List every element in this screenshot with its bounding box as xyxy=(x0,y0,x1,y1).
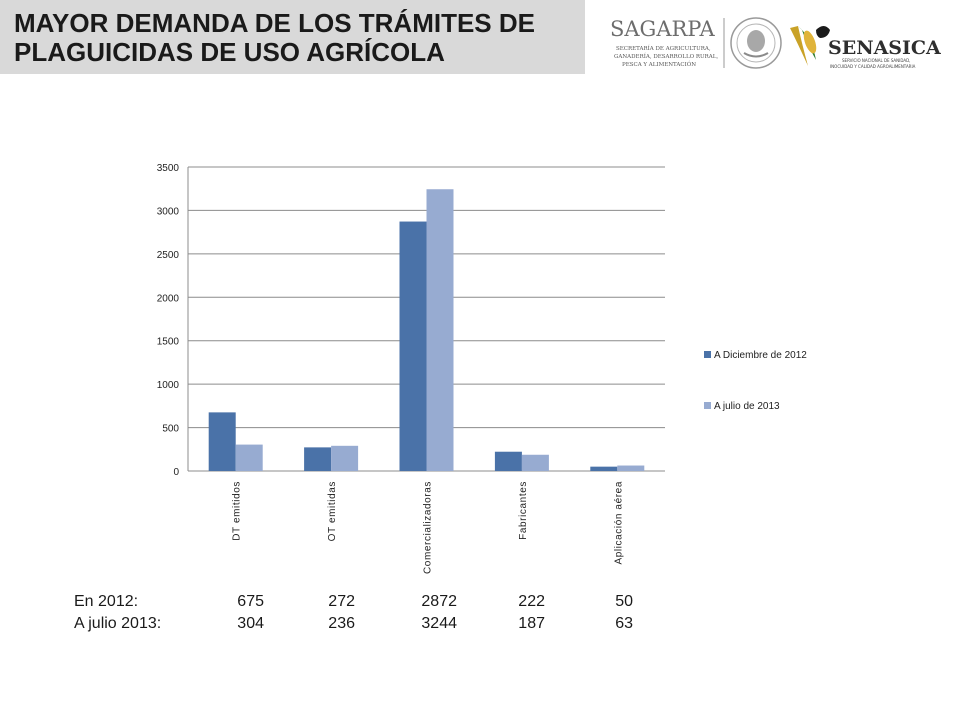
y-tick-label: 3500 xyxy=(157,163,180,174)
legend-swatch xyxy=(704,402,711,409)
bar-2013 xyxy=(521,454,549,471)
y-tick-label: 1000 xyxy=(157,380,180,391)
y-tick-label: 3000 xyxy=(157,206,180,217)
legend-label: A Diciembre de 2012 xyxy=(714,350,807,361)
summary-label: En 2012: xyxy=(74,593,139,610)
x-tick-label: OT emitidas xyxy=(327,481,338,541)
legend-swatch xyxy=(704,351,711,358)
x-tick-label: Aplicación aérea xyxy=(613,481,624,565)
mexico-seal-icon xyxy=(730,17,782,69)
summary-value: 63 xyxy=(615,615,633,632)
legend: A Diciembre de 2012 A julio de 2013 xyxy=(704,350,807,412)
title-band: MAYOR DEMANDA DE LOS TRÁMITES DE PLAGUIC… xyxy=(0,0,585,74)
senasica-subtitle-2: INOCUIDAD Y CALIDAD AGROALIMENTARIA xyxy=(830,64,916,69)
summary-value: 50 xyxy=(615,593,633,610)
x-tick-label: Comercializadoras xyxy=(423,481,434,574)
x-tick-label: Fabricantes xyxy=(518,481,529,540)
cow-icon xyxy=(816,26,830,38)
bar-2012 xyxy=(399,221,427,471)
senasica-subtitle-1: SERVICIO NACIONAL DE SANIDAD, xyxy=(842,58,910,63)
bar-chart: 0 500 1000 1500 2000 2500 3000 3500 DT emitidos… xyxy=(157,163,808,574)
y-tick-label: 1500 xyxy=(157,337,180,348)
bar-2013 xyxy=(235,444,263,471)
summary-label: A julio 2013: xyxy=(74,615,162,632)
bar-2012 xyxy=(494,451,522,471)
legend-label: A julio de 2013 xyxy=(714,401,780,412)
corn-icon xyxy=(803,30,817,54)
bar-2012 xyxy=(208,412,236,471)
bars xyxy=(208,189,645,472)
corn-leaf-icon xyxy=(790,26,808,66)
y-tick-label: 0 xyxy=(173,467,179,478)
y-tick-label: 2500 xyxy=(157,250,180,261)
bar-2013 xyxy=(331,445,359,471)
bar-2012 xyxy=(590,466,618,471)
summary-value: 187 xyxy=(518,615,545,632)
x-axis-labels: DT emitidos OT emitidas Comercializadoras F… xyxy=(232,481,625,574)
y-tick-label: 2000 xyxy=(157,293,180,304)
sagarpa-logo: SAGARPA SECRETARÍA DE AGRICULTURA, GANAD… xyxy=(610,17,718,68)
bar-2013 xyxy=(426,189,454,472)
sagarpa-subtitle-1: SECRETARÍA DE AGRICULTURA, xyxy=(616,45,711,52)
summary-value: 675 xyxy=(237,593,264,610)
summary-value: 3244 xyxy=(421,615,457,632)
x-tick-label: DT emitidos xyxy=(232,481,243,541)
summary-value: 2872 xyxy=(421,593,457,610)
summary-value: 236 xyxy=(328,615,355,632)
sagarpa-subtitle-3: PESCA Y ALIMENTACIÓN xyxy=(622,60,696,68)
bar-2012 xyxy=(304,447,332,471)
sagarpa-subtitle-2: GANADERÍA, DESARROLLO RURAL, xyxy=(614,53,718,60)
summary-value: 222 xyxy=(518,593,545,610)
bar-2013 xyxy=(617,465,645,471)
y-tick-label: 500 xyxy=(162,424,179,435)
logos: SAGARPA SECRETARÍA DE AGRICULTURA, GANAD… xyxy=(610,17,941,69)
senasica-logo: SENASICA SERVICIO NACIONAL DE SANIDAD, I… xyxy=(790,26,941,69)
page-title: MAYOR DEMANDA DE LOS TRÁMITES DE PLAGUIC… xyxy=(14,8,535,67)
y-axis-ticks: 0 500 1000 1500 2000 2500 3000 3500 xyxy=(157,163,180,478)
summary-value: 304 xyxy=(237,615,264,632)
senasica-name: SENASICA xyxy=(828,37,941,59)
sagarpa-name: SAGARPA xyxy=(610,17,716,41)
summary-value: 272 xyxy=(328,593,355,610)
